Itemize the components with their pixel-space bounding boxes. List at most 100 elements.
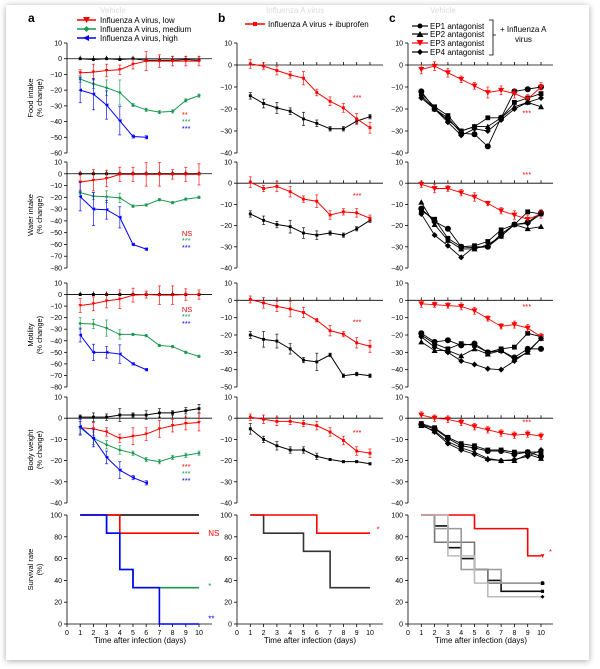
y-tick-label: −50	[391, 385, 403, 392]
y-tick-label: −20	[50, 458, 62, 465]
data-point	[444, 186, 451, 192]
series-vehicle	[421, 514, 545, 593]
data-point	[91, 92, 96, 96]
data-point	[484, 316, 491, 322]
legend-a: Vehicle Influenza A virus, low Influenza…	[77, 6, 191, 43]
x-tick-label: 3	[105, 630, 109, 637]
significance-label: ***	[353, 428, 362, 437]
series-influenza-a-virus-medium	[78, 75, 201, 115]
y-tick-label: −20	[391, 458, 403, 465]
data-point	[91, 293, 95, 296]
y-tick-label: −50	[50, 230, 62, 237]
y-tick-label: 100	[50, 513, 62, 520]
data-point	[328, 231, 332, 235]
significance-label: ***	[182, 117, 191, 126]
data-point	[118, 468, 122, 472]
data-line	[250, 416, 371, 454]
y-tick-label: −30	[391, 244, 403, 251]
data-point	[418, 67, 425, 73]
y-tick-label: −30	[220, 244, 232, 251]
data-point	[144, 481, 148, 485]
data-point	[144, 172, 148, 177]
data-line	[79, 427, 200, 463]
y-tick-label: −10	[391, 202, 403, 209]
y-axis-label-unit: (% change)	[35, 430, 44, 469]
data-point	[458, 447, 465, 453]
series-influenza-a-virus-ibuprofen	[248, 59, 372, 134]
data-point	[288, 448, 292, 452]
data-point	[131, 413, 135, 417]
data-point	[484, 128, 491, 134]
y-tick-label: 0	[399, 622, 403, 629]
data-point	[184, 172, 188, 177]
data-point	[524, 86, 531, 93]
data-point	[471, 308, 478, 314]
y-tick-label: −70	[50, 254, 62, 261]
data-point	[484, 427, 491, 433]
data-point	[78, 88, 82, 92]
series-ep1-antagonist	[418, 330, 544, 361]
significance-label: ***	[353, 93, 362, 102]
data-line	[421, 332, 542, 353]
data-point	[524, 453, 531, 460]
data-point	[511, 456, 518, 463]
y-tick-label: −20	[220, 107, 232, 114]
data-point	[498, 117, 505, 123]
data-line	[420, 208, 542, 249]
data-point	[444, 416, 451, 423]
data-point	[118, 352, 122, 356]
end-marker	[540, 594, 545, 599]
data-point	[302, 448, 305, 452]
survival-curve	[421, 514, 541, 557]
data-point	[118, 413, 122, 417]
data-point	[431, 302, 438, 308]
chart-a-motility: 10 0 −10 −20 −30 −40 −50 −60 −70 −80 Motility (% ch…	[26, 281, 212, 392]
data-line	[80, 408, 200, 418]
data-point	[471, 451, 478, 458]
data-point	[444, 70, 451, 76]
data-point	[368, 344, 372, 348]
y-tick-label: −30	[391, 129, 403, 136]
data-point	[458, 304, 465, 310]
data-line	[421, 65, 542, 100]
data-point	[184, 422, 188, 426]
legend-marker-triangle-down	[416, 40, 424, 46]
series-influenza-a-virus-medium	[78, 317, 201, 359]
data-point	[157, 172, 162, 177]
data-point	[157, 459, 162, 464]
data-point	[444, 225, 451, 232]
x-tick-label: 1	[248, 630, 252, 637]
data-point	[315, 233, 319, 237]
x-tick-label: 6	[315, 630, 319, 637]
data-point	[262, 218, 266, 222]
data-point	[78, 304, 82, 308]
data-point	[275, 106, 279, 110]
significance-label: ***	[522, 418, 531, 427]
data-point	[431, 415, 438, 422]
legend-marker-diamond	[83, 26, 90, 32]
y-tick-label: −10	[50, 183, 62, 190]
data-point	[248, 333, 252, 337]
data-point	[184, 59, 188, 63]
data-point	[197, 172, 201, 177]
y-tick-label: −10	[220, 202, 232, 209]
y-tick-label: 60	[395, 556, 403, 563]
data-point	[170, 344, 175, 349]
data-point	[91, 58, 95, 61]
x-tick-label: 7	[157, 630, 161, 637]
significance-label: *	[208, 582, 211, 591]
series-ep3-antagonist	[418, 411, 544, 440]
y-tick-label: 80	[224, 534, 232, 541]
y-tick-label: 0	[399, 416, 403, 423]
figure-card	[6, 5, 589, 660]
significance-label: NS	[208, 529, 219, 538]
y-tick-label: 0	[58, 292, 62, 299]
y-tick-label: 40	[224, 578, 232, 585]
legend-c-bracket-label-1: + Influenza A	[500, 25, 547, 34]
data-point	[431, 428, 438, 435]
y-tick-label: 10	[395, 41, 403, 48]
x-tick-label: 0	[406, 630, 410, 637]
data-point	[315, 91, 319, 94]
data-point	[418, 95, 425, 101]
data-point	[118, 215, 122, 220]
